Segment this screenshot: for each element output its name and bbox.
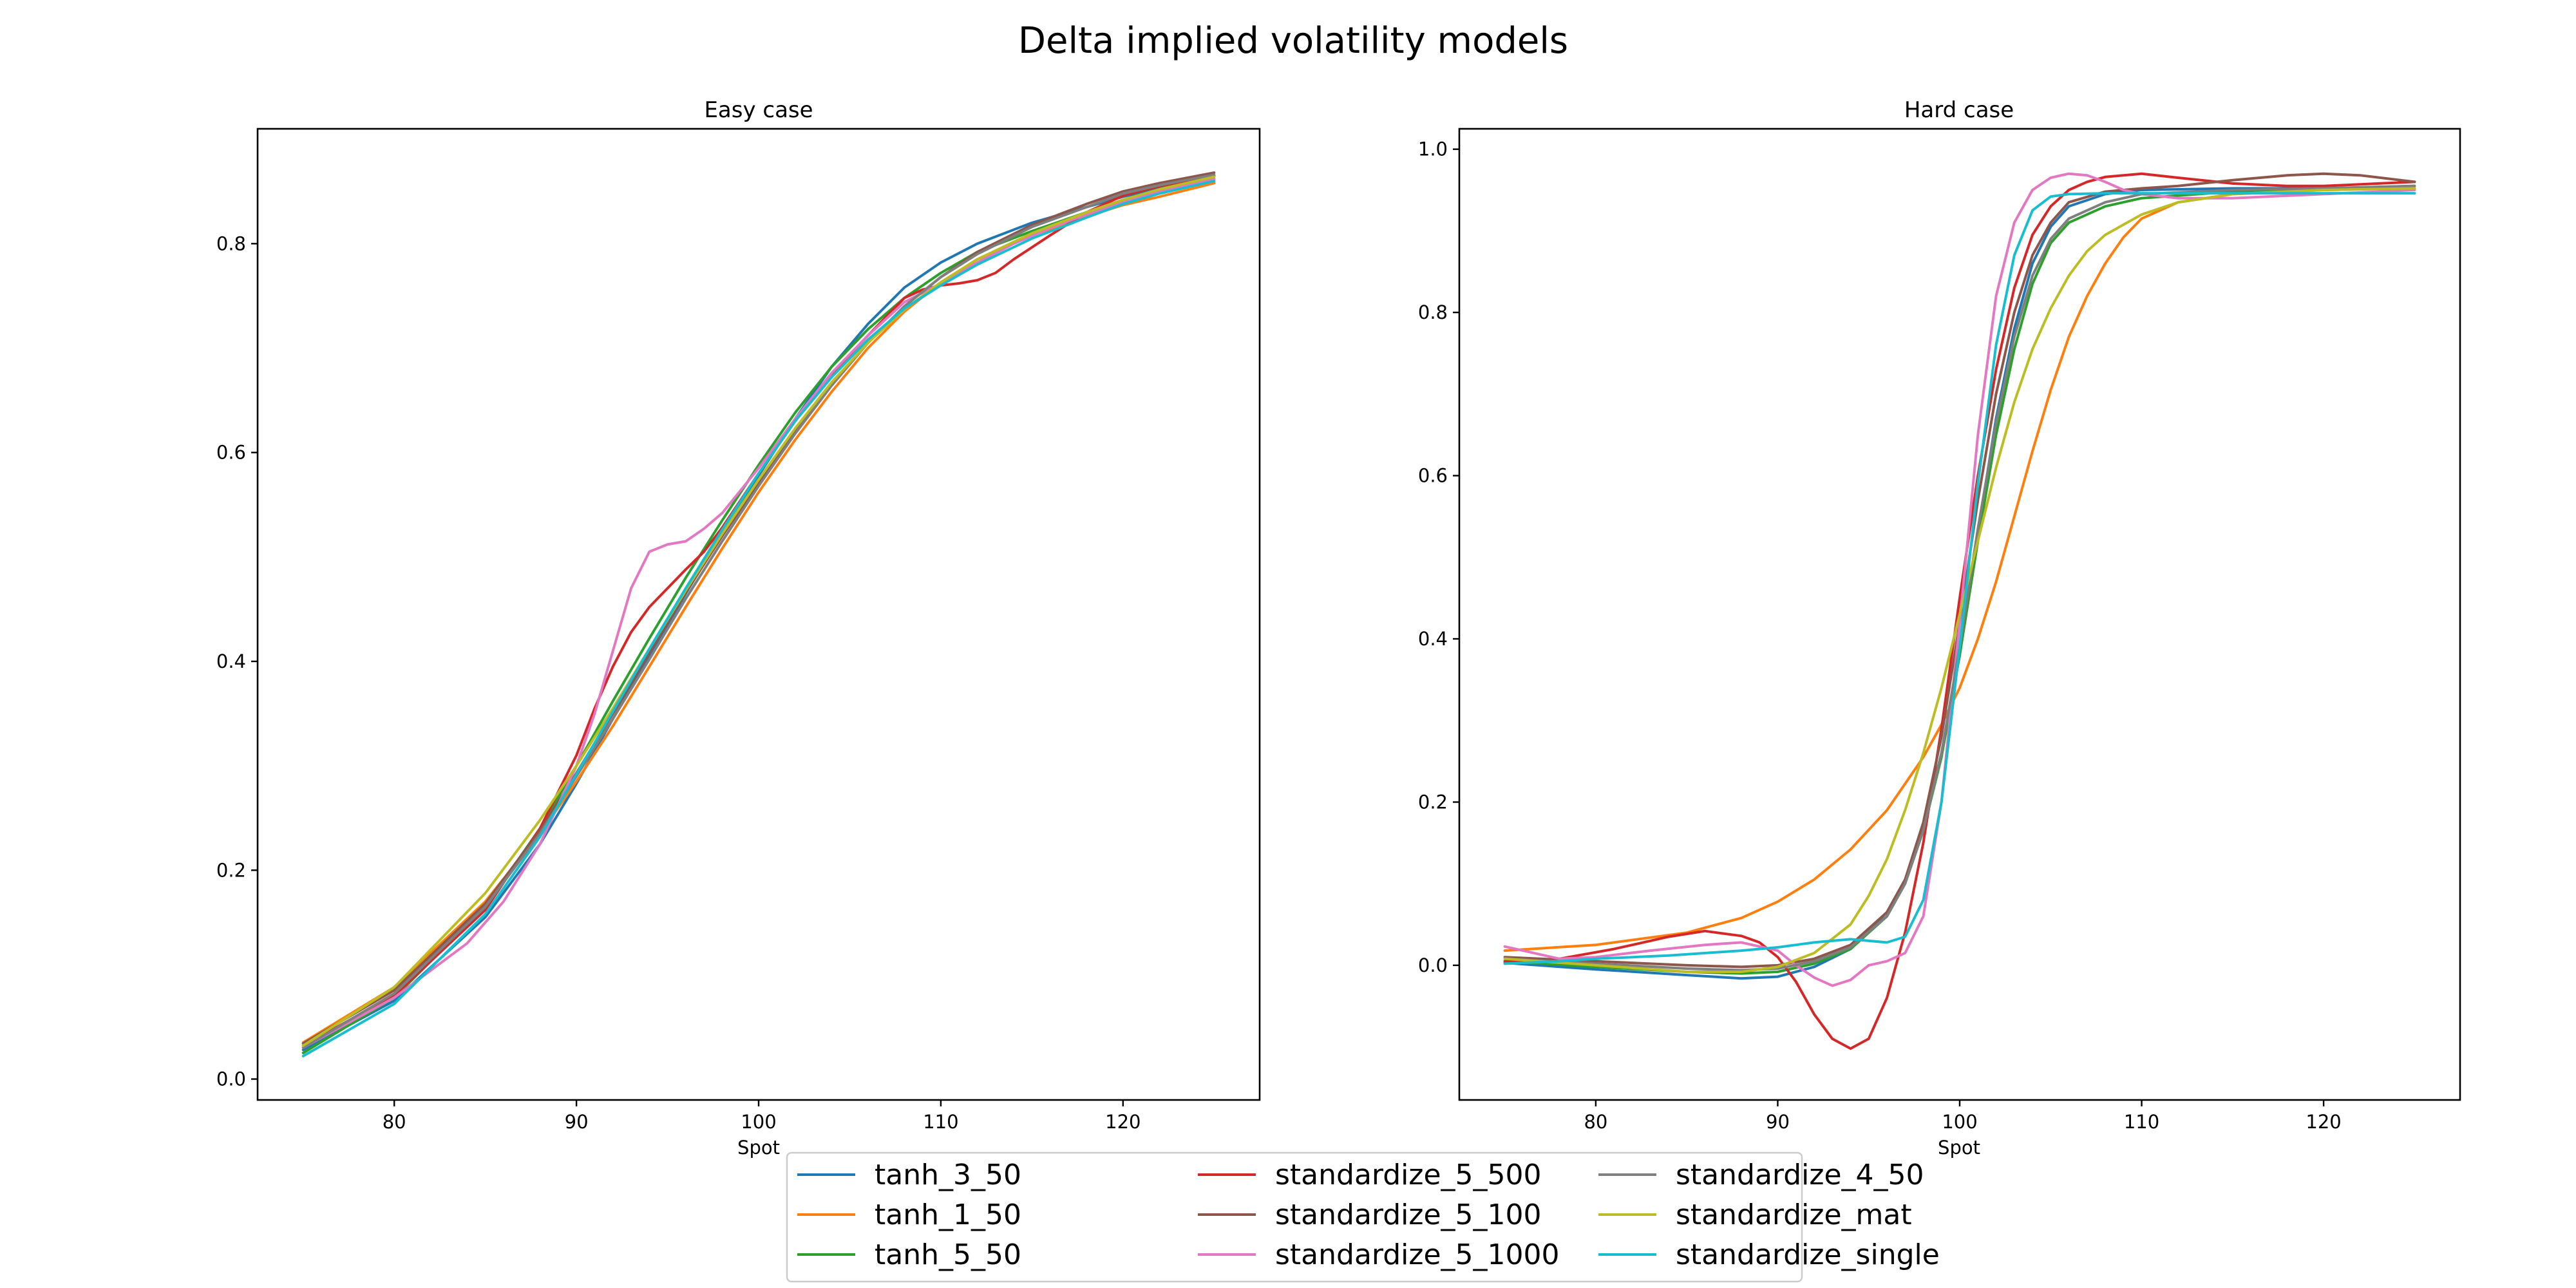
axes-title: Hard case bbox=[1904, 97, 2014, 123]
y-tick-label: 0.6 bbox=[1418, 465, 1448, 487]
legend-item-standardize-4-50: standardize_4_50 bbox=[1598, 1159, 1924, 1191]
y-tick-label: 0.8 bbox=[216, 232, 246, 254]
y-tick-label: 0.0 bbox=[1418, 954, 1448, 976]
legend-frame bbox=[786, 1151, 1803, 1283]
legend-label: standardize_mat bbox=[1676, 1198, 1912, 1231]
y-tick-label: 0.2 bbox=[1418, 791, 1448, 813]
axes-hard-case: Hard case Spot 80 90 100 110 120 0.0 0.2 0.4 0.6… bbox=[1418, 97, 2461, 1159]
x-tick-label: 110 bbox=[923, 1111, 958, 1133]
legend-label: tanh_5_50 bbox=[875, 1238, 1021, 1271]
legend-item-tanh-1-50: tanh_1_50 bbox=[797, 1198, 1021, 1231]
legend-item-standardize-single: standardize_single bbox=[1598, 1238, 1940, 1271]
x-tick-label: 120 bbox=[1105, 1111, 1141, 1133]
x-axis-label: Spot bbox=[737, 1137, 780, 1159]
y-tick-label: 0.2 bbox=[216, 859, 246, 881]
y-tick-label: 0.0 bbox=[216, 1068, 246, 1090]
y-tick-label: 0.4 bbox=[1418, 628, 1448, 650]
legend-label: tanh_1_50 bbox=[875, 1198, 1021, 1231]
series-line-standardize-mat bbox=[301, 175, 1216, 1047]
series-group bbox=[1503, 172, 2416, 1050]
x-tick-label: 90 bbox=[565, 1111, 589, 1133]
legend-label: standardize_5_100 bbox=[1275, 1198, 1542, 1231]
legend-label: standardize_single bbox=[1676, 1238, 1940, 1271]
x-tick-label: 100 bbox=[741, 1111, 776, 1133]
x-tick-label: 80 bbox=[1584, 1111, 1607, 1133]
x-tick-label: 90 bbox=[1766, 1111, 1790, 1133]
legend-label: standardize_5_500 bbox=[1275, 1159, 1542, 1191]
legend-label: tanh_3_50 bbox=[875, 1159, 1021, 1191]
y-tick-label: 0.6 bbox=[216, 442, 246, 464]
series-line-standardize-single bbox=[301, 180, 1216, 1057]
y-tick-label: 1.0 bbox=[1418, 138, 1448, 160]
figure-title: Delta implied volatility models bbox=[1018, 20, 1568, 62]
axes-title: Easy case bbox=[704, 97, 813, 123]
legend-label: standardize_4_50 bbox=[1676, 1159, 1924, 1191]
x-tick-label: 120 bbox=[2306, 1111, 2341, 1133]
series-group bbox=[301, 171, 1216, 1057]
series-line-standardize-mat bbox=[1503, 187, 2416, 973]
x-tick-label: 80 bbox=[383, 1111, 406, 1133]
y-tick-label: 0.8 bbox=[1418, 301, 1448, 323]
series-line-standardize-5-500 bbox=[1503, 172, 2416, 1050]
legend-item-standardize-5-500: standardize_5_500 bbox=[1198, 1159, 1542, 1191]
legend-item-standardize-5-1000: standardize_5_1000 bbox=[1198, 1238, 1560, 1271]
legend-item-tanh-3-50: tanh_3_50 bbox=[797, 1159, 1021, 1191]
x-tick-label: 100 bbox=[1942, 1111, 1977, 1133]
series-line-tanh-1-50 bbox=[1503, 187, 2416, 952]
legend-item-standardize-5-100: standardize_5_100 bbox=[1198, 1198, 1542, 1231]
axes-easy-case: Easy case Spot 80 90 100 110 120 0.0 0.2 0.4 0.6… bbox=[216, 97, 1261, 1159]
legend-item-tanh-5-50: tanh_5_50 bbox=[797, 1238, 1021, 1271]
legend-item-standardize-mat: standardize_mat bbox=[1598, 1198, 1912, 1231]
series-line-standardize-single bbox=[1503, 192, 2416, 965]
x-tick-label: 110 bbox=[2124, 1111, 2159, 1133]
y-tick-label: 0.4 bbox=[216, 650, 246, 672]
series-line-standardize-5-1000 bbox=[1503, 172, 2416, 987]
x-axis-label: Spot bbox=[1938, 1137, 1980, 1159]
legend-label: standardize_5_1000 bbox=[1275, 1238, 1560, 1271]
legend: tanh_3_50 tanh_1_50 tanh_5_50 standardize_5… bbox=[786, 1151, 1940, 1283]
